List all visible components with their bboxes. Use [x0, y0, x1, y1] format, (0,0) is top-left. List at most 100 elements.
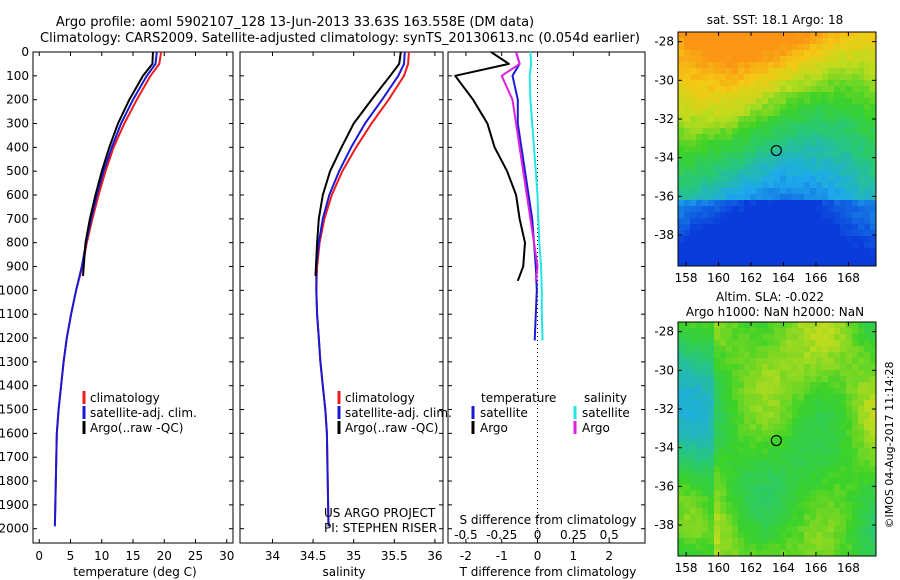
map-cell: [852, 236, 859, 243]
map-cell: [834, 56, 841, 63]
map-cell: [852, 260, 859, 267]
map-cell: [738, 74, 745, 81]
map-cell: [684, 200, 691, 207]
map-cell: [714, 376, 721, 383]
map-cell: [744, 92, 751, 99]
figure-title-line2: Climatology: CARS2009. Satellite-adjuste…: [40, 31, 640, 46]
map-cell: [864, 424, 871, 431]
map-cell: [720, 388, 727, 395]
map-cell: [864, 122, 871, 129]
map-cell: [714, 466, 721, 473]
map-cell: [678, 134, 685, 141]
map-cell: [804, 394, 811, 401]
map-cell: [858, 140, 865, 147]
map-cell: [714, 502, 721, 509]
map-cell: [702, 38, 709, 45]
map-cell: [792, 406, 799, 413]
map-cell: [714, 110, 721, 117]
map-cell: [678, 424, 685, 431]
map-cell: [738, 50, 745, 57]
map-cell: [840, 56, 847, 63]
map-cell: [822, 532, 829, 539]
map-cell: [768, 134, 775, 141]
map-cell: [726, 80, 733, 87]
map-cell: [708, 358, 715, 365]
map-cell: [834, 170, 841, 177]
depth-tick-label: 500: [6, 164, 29, 178]
map-cell: [780, 68, 787, 75]
map-cell: [828, 32, 835, 39]
map-cell: [846, 550, 853, 557]
map-cell: [726, 146, 733, 153]
map-cell: [846, 334, 853, 341]
map-cell: [828, 538, 835, 545]
map-cell: [732, 86, 739, 93]
map-cell: [714, 418, 721, 425]
map-cell: [756, 44, 763, 51]
map-cell: [768, 164, 775, 171]
map-cell: [738, 146, 745, 153]
map-cell: [852, 152, 859, 159]
map-cell: [678, 260, 685, 267]
map-cell: [774, 544, 781, 551]
map-cell: [828, 254, 835, 261]
map-cell: [774, 472, 781, 479]
map-cell: [744, 532, 751, 539]
lat-tick-label: -30: [654, 73, 674, 87]
map-cell: [846, 532, 853, 539]
map-cell: [714, 200, 721, 207]
map-cell: [810, 520, 817, 527]
map-cell: [858, 110, 865, 117]
map-cell: [768, 110, 775, 117]
map-cell: [684, 430, 691, 437]
map-cell: [708, 346, 715, 353]
map-cell: [678, 224, 685, 231]
map-cell: [804, 382, 811, 389]
map-cell: [708, 430, 715, 437]
map-cell: [786, 520, 793, 527]
map-cell: [786, 514, 793, 521]
map-cell: [720, 56, 727, 63]
map-cell: [846, 80, 853, 87]
map-cell: [840, 62, 847, 69]
map-cell: [750, 86, 757, 93]
map-cell: [762, 194, 769, 201]
map-cell: [792, 98, 799, 105]
map-cell: [756, 502, 763, 509]
sst-map-title: sat. SST: 18.1 Argo: 18: [707, 13, 844, 27]
map-cell: [756, 370, 763, 377]
map-cell: [726, 322, 733, 329]
map-cell: [726, 254, 733, 261]
map-cell: [732, 502, 739, 509]
map-cell: [870, 134, 877, 141]
map-cell: [828, 230, 835, 237]
map-cell: [756, 430, 763, 437]
map-cell: [834, 62, 841, 69]
map-cell: [756, 418, 763, 425]
map-cell: [756, 206, 763, 213]
map-cell: [720, 340, 727, 347]
map-cell: [708, 364, 715, 371]
map-cell: [864, 454, 871, 461]
map-cell: [696, 44, 703, 51]
map-cell: [852, 182, 859, 189]
series-line: [511, 51, 538, 341]
map-cell: [720, 412, 727, 419]
map-cell: [822, 38, 829, 45]
map-cell: [720, 430, 727, 437]
map-cell: [864, 472, 871, 479]
map-cell: [810, 230, 817, 237]
map-cell: [792, 460, 799, 467]
map-cell: [792, 242, 799, 249]
map-cell: [792, 56, 799, 63]
map-cell: [696, 152, 703, 159]
map-cell: [708, 520, 715, 527]
map-cell: [774, 490, 781, 497]
map-cell: [690, 68, 697, 75]
map-cell: [870, 322, 877, 329]
map-cell: [726, 376, 733, 383]
map-cell: [678, 62, 685, 69]
map-cell: [822, 236, 829, 243]
map-cell: [774, 146, 781, 153]
map-cell: [690, 358, 697, 365]
